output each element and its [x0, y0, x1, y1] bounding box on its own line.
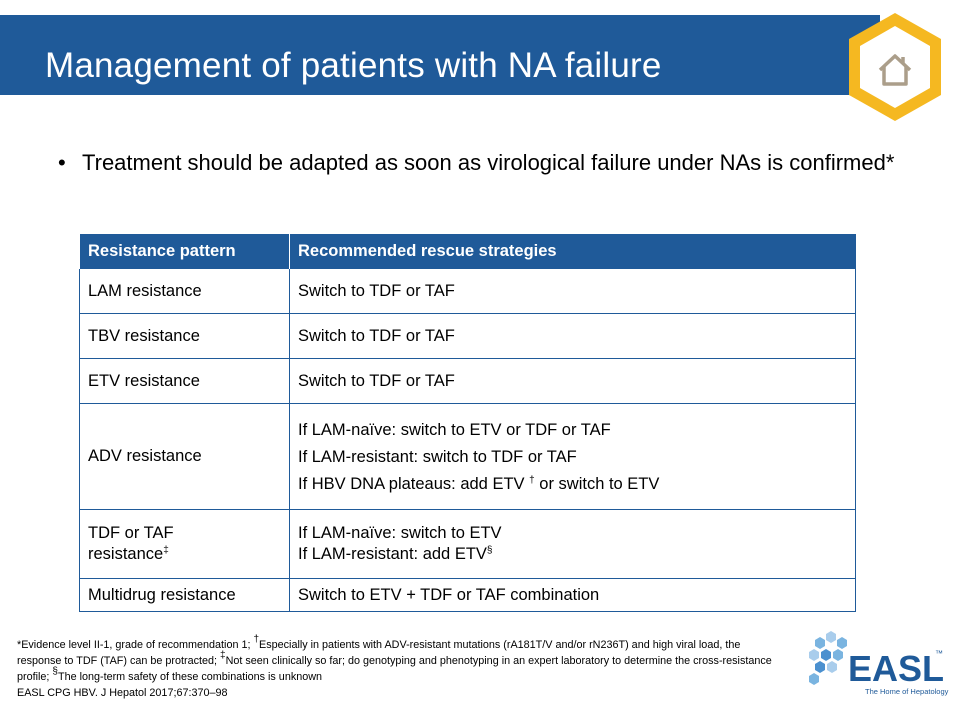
bullet-marker: •: [58, 150, 66, 175]
home-icon[interactable]: [845, 10, 945, 124]
table-row: LAM resistance Switch to TDF or TAF: [79, 268, 856, 314]
resistance-pattern-cell: LAM resistance: [79, 268, 290, 314]
strategy-line: If LAM-resistant: add ETV§: [298, 544, 847, 565]
strategy-text: If HBV DNA plateaus: add ETV: [298, 474, 525, 493]
table-header-row: Resistance pattern Recommended rescue st…: [79, 234, 856, 269]
strategy-line: If HBV DNA plateaus: add ETV † or switch…: [298, 475, 847, 493]
footnote-marker: §: [486, 545, 493, 556]
pattern-text: resistance: [88, 545, 164, 563]
footnote-marker: ‡: [163, 545, 169, 556]
hexagon-cluster-icon: [809, 631, 847, 685]
table-row: ADV resistance If LAM-naïve: switch to E…: [79, 403, 856, 510]
footnote-text: The long-term safety of these combinatio…: [57, 671, 323, 683]
strategy-cell: Switch to TDF or TAF: [289, 358, 856, 404]
strategy-text: or switch to ETV: [534, 474, 660, 493]
table-row: TBV resistance Switch to TDF or TAF: [79, 313, 856, 359]
header-resistance-pattern: Resistance pattern: [79, 234, 290, 269]
page-title: Management of patients with NA failure: [45, 46, 662, 85]
resistance-pattern-cell: Multidrug resistance: [79, 578, 290, 612]
logo-wordmark: EASL: [848, 648, 944, 689]
table-row: TDF or TAF resistance‡ If LAM-naïve: swi…: [79, 509, 856, 579]
resistance-pattern-cell: ETV resistance: [79, 358, 290, 404]
resistance-pattern-cell: ADV resistance: [79, 403, 290, 510]
logo-tagline: The Home of Hepatology: [865, 687, 949, 696]
footnote-marker: †: [529, 474, 535, 486]
footnote-marker: ‡: [220, 650, 226, 661]
strategy-line: If LAM-naïve: switch to ETV: [298, 524, 502, 542]
header-rescue-strategies: Recommended rescue strategies: [289, 234, 856, 269]
strategy-line: If LAM-naïve: switch to ETV or TDF or TA…: [298, 420, 611, 439]
strategy-cell: Switch to ETV + TDF or TAF combination: [289, 578, 856, 612]
strategy-cell: If LAM-naïve: switch to ETV If LAM-resis…: [289, 509, 856, 579]
citation: EASL CPG HBV. J Hepatol 2017;67:370–98: [17, 687, 228, 699]
strategy-cell: Switch to TDF or TAF: [289, 313, 856, 359]
table-row: ETV resistance Switch to TDF or TAF: [79, 358, 856, 404]
strategy-cell: If LAM-naïve: switch to ETV or TDF or TA…: [289, 403, 856, 510]
strategy-cell: Switch to TDF or TAF: [289, 268, 856, 314]
strategy-text: If LAM-resistant: add ETV: [298, 545, 487, 563]
footnote-marker: †: [253, 634, 260, 645]
strategy-line: If LAM-resistant: switch to TDF or TAF: [298, 447, 577, 466]
resistance-pattern-cell: TBV resistance: [79, 313, 290, 359]
pattern-line: resistance‡: [88, 544, 281, 565]
logo-trademark: ™: [935, 649, 943, 658]
footnote-marker: §: [52, 666, 58, 677]
pattern-line: TDF or TAF: [88, 524, 174, 542]
footnote: *Evidence level II-1, grade of recommend…: [17, 634, 777, 701]
footnote-text: Especially in patients with ADV-resistan…: [17, 639, 741, 667]
table-row: Multidrug resistance Switch to ETV + TDF…: [79, 578, 856, 612]
title-bar: Management of patients with NA failure: [0, 15, 880, 95]
footnote-text: Not seen clinically so far; do genotypin…: [17, 655, 772, 683]
rescue-strategies-table: Resistance pattern Recommended rescue st…: [79, 234, 856, 612]
footnote-text: *Evidence level II-1, grade of recommend…: [17, 639, 254, 651]
bullet-text: Treatment should be adapted as soon as v…: [82, 150, 895, 175]
resistance-pattern-cell: TDF or TAF resistance‡: [79, 509, 290, 579]
easl-logo[interactable]: EASL ™ The Home of Hepatology: [805, 628, 955, 710]
